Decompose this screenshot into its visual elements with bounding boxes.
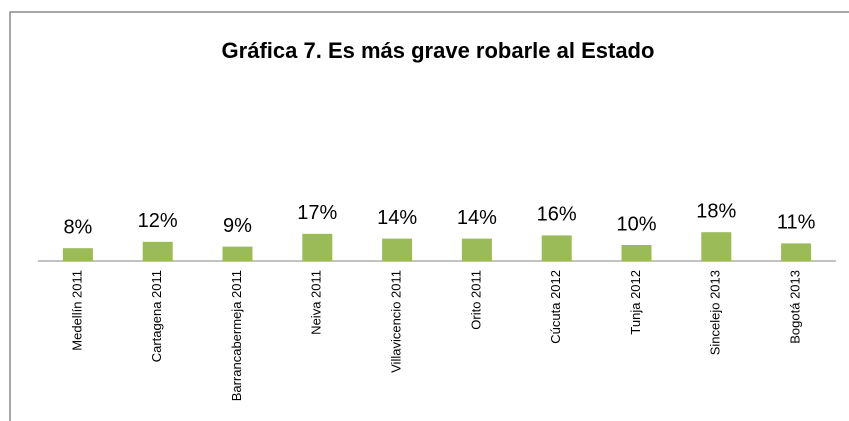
- x-tick-label: Neiva 2011: [309, 270, 324, 335]
- bar: [701, 232, 732, 261]
- x-tick-label: Bogotá 2013: [788, 270, 803, 344]
- data-label: 10%: [616, 213, 656, 235]
- data-label: 16%: [537, 204, 577, 226]
- data-label: 17%: [297, 202, 337, 224]
- x-tick-label: Medellín 2011: [69, 270, 84, 351]
- data-label: 14%: [377, 207, 417, 229]
- x-tick-label: Cartagena 2011: [149, 270, 164, 362]
- data-label: 11%: [777, 212, 816, 234]
- x-tick-label: Tunja 2012: [628, 270, 643, 335]
- x-tick-label: Villavicencio 2011: [389, 270, 404, 373]
- bar: [781, 243, 812, 261]
- bar: [142, 241, 173, 261]
- data-label: 14%: [457, 207, 497, 229]
- data-label: 18%: [696, 200, 736, 222]
- x-tick-label: Orito 2011: [468, 270, 483, 330]
- bar: [302, 233, 333, 261]
- bar: [541, 235, 572, 261]
- x-tick-label: Barrancabermeja 2011: [229, 270, 244, 401]
- x-tick-label: Cúcuta 2012: [548, 270, 563, 344]
- data-label: 8%: [63, 216, 92, 238]
- bar: [382, 238, 413, 261]
- bar: [461, 238, 492, 261]
- data-label: 12%: [138, 210, 178, 232]
- x-tick-label: Sincelejo 2013: [708, 270, 723, 355]
- chart-title: Gráfica 7. Es más grave robarle al Estad…: [222, 38, 655, 63]
- data-label: 9%: [223, 215, 252, 237]
- bar: [62, 248, 93, 261]
- bar: [621, 245, 652, 261]
- chart-frame: [9, 11, 849, 421]
- bar: [222, 246, 253, 261]
